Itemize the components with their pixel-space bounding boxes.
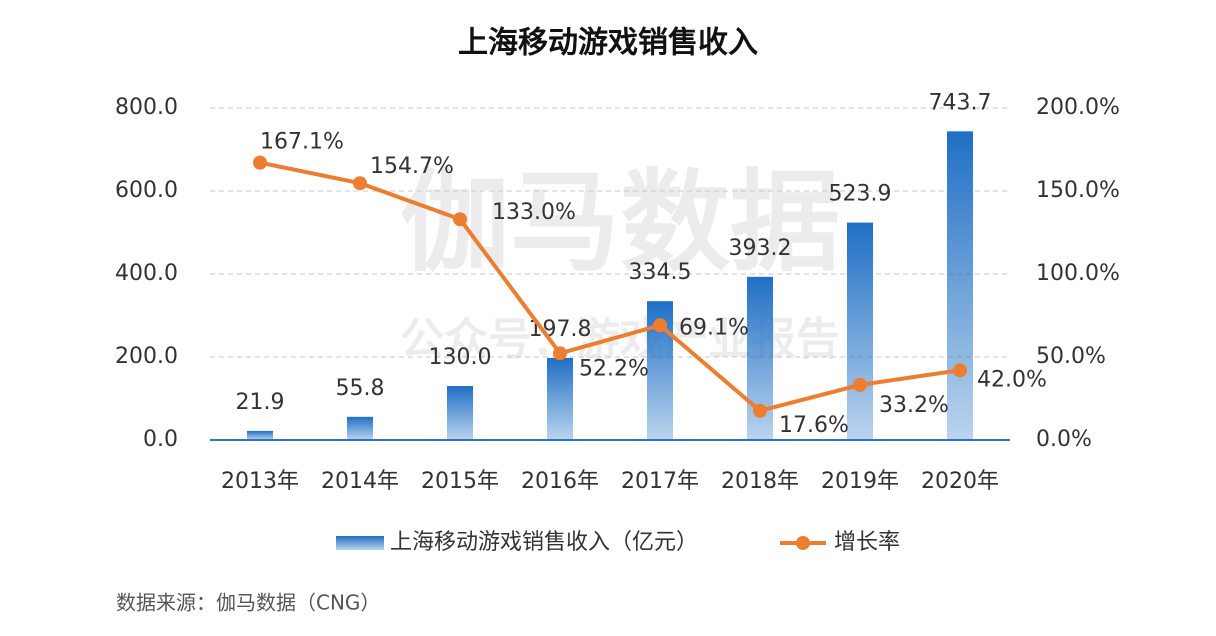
watermark: 伽马数据 xyxy=(400,158,840,286)
data-label: 69.1% xyxy=(679,315,749,340)
line-marker xyxy=(553,346,567,361)
data-label: 42.0% xyxy=(977,367,1047,392)
y2-tick-label: 50.0% xyxy=(1036,344,1106,369)
y2-tick-label: 0.0% xyxy=(1036,427,1092,452)
x-tick-label: 2013年 xyxy=(221,469,299,494)
bar xyxy=(947,131,973,440)
y-tick-label: 200.0 xyxy=(115,344,178,369)
data-label: 17.6% xyxy=(779,413,849,438)
bar xyxy=(247,430,273,440)
y2-tick-label: 150.0% xyxy=(1036,178,1120,203)
bar xyxy=(447,386,473,440)
legend-label: 增长率 xyxy=(834,530,900,555)
data-label: 334.5 xyxy=(629,260,692,285)
data-label: 21.9 xyxy=(236,390,285,415)
line-marker xyxy=(653,318,667,333)
data-label: 167.1% xyxy=(260,130,344,155)
line-marker xyxy=(953,363,967,378)
data-label: 154.7% xyxy=(370,154,454,179)
data-label: 55.8 xyxy=(336,376,385,401)
x-tick-label: 2016年 xyxy=(521,469,599,494)
x-tick-label: 2019年 xyxy=(821,469,899,494)
source-note: 数据来源：伽马数据（CNG） xyxy=(116,591,380,615)
y-tick-label: 400.0 xyxy=(115,261,178,286)
x-tick-label: 2017年 xyxy=(621,469,699,494)
x-tick-label: 2014年 xyxy=(321,469,399,494)
y2-tick-label: 100.0% xyxy=(1036,261,1120,286)
data-label: 393.2 xyxy=(729,236,792,261)
bar xyxy=(547,357,573,440)
legend-label: 上海移动游戏销售收入（亿元） xyxy=(390,530,698,555)
data-label: 133.0% xyxy=(492,200,576,225)
line xyxy=(259,160,961,413)
y-tick-label: 0.0 xyxy=(143,427,178,452)
data-label: 197.8 xyxy=(529,317,592,342)
data-label: 33.2% xyxy=(879,393,949,418)
chart-title: 上海移动游戏销售收入 xyxy=(458,26,758,61)
data-label: 523.9 xyxy=(829,182,892,207)
x-tick-label: 2015年 xyxy=(421,469,499,494)
data-label: 743.7 xyxy=(929,90,992,115)
y-tick-label: 600.0 xyxy=(115,178,178,203)
legend-swatch xyxy=(336,536,384,550)
y-tick-label: 800.0 xyxy=(115,95,178,120)
line-marker xyxy=(353,176,367,191)
y2-tick-label: 200.0% xyxy=(1036,95,1120,120)
line-marker xyxy=(253,155,267,170)
x-tick-label: 2018年 xyxy=(721,469,799,494)
data-label: 52.2% xyxy=(579,356,649,381)
bar xyxy=(847,222,873,440)
line-marker xyxy=(753,403,767,418)
legend-swatch xyxy=(796,536,810,550)
line-marker xyxy=(453,212,467,227)
data-label: 130.0 xyxy=(429,345,492,370)
x-tick-label: 2020年 xyxy=(921,469,999,494)
bar xyxy=(347,416,373,440)
line-marker xyxy=(853,377,867,392)
